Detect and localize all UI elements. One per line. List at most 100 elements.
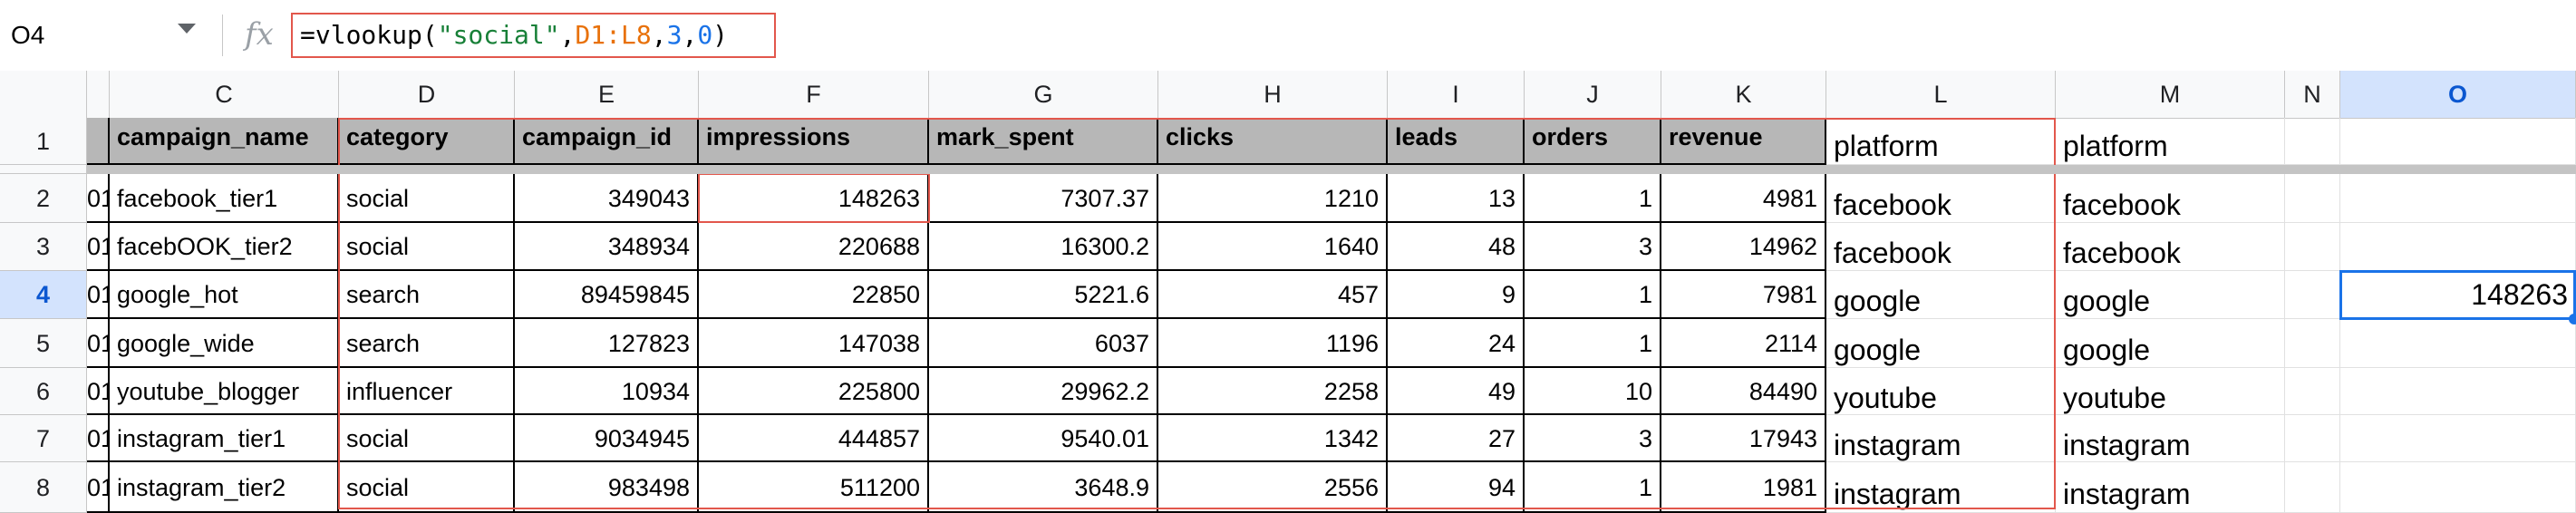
- header-cell-c[interactable]: campaign_name: [110, 118, 339, 165]
- cell-f4[interactable]: 22850: [699, 271, 929, 319]
- cell-n4[interactable]: [2285, 271, 2340, 319]
- cell-h4[interactable]: 457: [1158, 271, 1388, 319]
- fill-handle[interactable]: [2569, 314, 2576, 324]
- cell-l3[interactable]: facebook: [1826, 223, 2056, 271]
- cell-b-fragment[interactable]: 01: [87, 223, 110, 271]
- cell-e4[interactable]: 89459845: [515, 271, 699, 319]
- cell-n1[interactable]: [2285, 118, 2340, 165]
- column-header-h[interactable]: H: [1158, 71, 1388, 118]
- cell-k4[interactable]: 7981: [1661, 271, 1826, 319]
- cell-g2[interactable]: 7307.37: [929, 174, 1158, 223]
- cell-o7[interactable]: [2340, 415, 2576, 462]
- cell-e2[interactable]: 349043: [515, 174, 699, 223]
- cell-m5[interactable]: google: [2056, 319, 2285, 368]
- cell-j2[interactable]: 1: [1525, 174, 1661, 223]
- cell-i4[interactable]: 9: [1388, 271, 1525, 319]
- cell-d5[interactable]: search: [339, 319, 515, 368]
- header-cell-i[interactable]: leads: [1388, 118, 1525, 165]
- cell-e8[interactable]: 983498: [515, 462, 699, 513]
- cell-i6[interactable]: 49: [1388, 368, 1525, 415]
- cell-b-fragment[interactable]: 01: [87, 271, 110, 319]
- cell-n2[interactable]: [2285, 174, 2340, 223]
- cell-b1[interactable]: [87, 118, 110, 165]
- cell-m4[interactable]: google: [2056, 271, 2285, 319]
- row-header-8[interactable]: 8: [0, 462, 87, 513]
- cell-j7[interactable]: 3: [1525, 415, 1661, 462]
- cell-o3[interactable]: [2340, 223, 2576, 271]
- cell-h3[interactable]: 1640: [1158, 223, 1388, 271]
- cell-c8[interactable]: instagram_tier2: [110, 462, 339, 513]
- formula-input[interactable]: =vlookup("social",D1:L8,3,0): [291, 13, 776, 58]
- cell-k8[interactable]: 1981: [1661, 462, 1826, 513]
- column-header-n[interactable]: N: [2285, 71, 2340, 118]
- cell-e5[interactable]: 127823: [515, 319, 699, 368]
- cell-f6[interactable]: 225800: [699, 368, 929, 415]
- column-header-c[interactable]: C: [110, 71, 339, 118]
- cell-c4[interactable]: google_hot: [110, 271, 339, 319]
- row-header-7[interactable]: 7: [0, 415, 87, 462]
- name-box[interactable]: O4: [11, 21, 45, 49]
- header-cell-f[interactable]: impressions: [699, 118, 929, 165]
- cell-m7[interactable]: instagram: [2056, 415, 2285, 462]
- column-header-o[interactable]: O: [2340, 71, 2576, 118]
- cell-h5[interactable]: 1196: [1158, 319, 1388, 368]
- cell-l4[interactable]: google: [1826, 271, 2056, 319]
- select-all-corner[interactable]: [0, 71, 87, 118]
- row-header-1[interactable]: 1: [0, 118, 87, 165]
- cell-f3[interactable]: 220688: [699, 223, 929, 271]
- cell-o4[interactable]: 148263: [2340, 271, 2576, 319]
- header-cell-h[interactable]: clicks: [1158, 118, 1388, 165]
- chevron-down-icon[interactable]: [178, 24, 196, 34]
- cell-m6[interactable]: youtube: [2056, 368, 2285, 415]
- header-cell-e[interactable]: campaign_id: [515, 118, 699, 165]
- freeze-divider[interactable]: [87, 165, 2576, 174]
- cell-b-fragment[interactable]: 01: [87, 319, 110, 368]
- cell-e6[interactable]: 10934: [515, 368, 699, 415]
- cell-l2[interactable]: facebook: [1826, 174, 2056, 223]
- cell-n6[interactable]: [2285, 368, 2340, 415]
- cell-n8[interactable]: [2285, 462, 2340, 513]
- header-cell-j[interactable]: orders: [1525, 118, 1661, 165]
- cell-l5[interactable]: google: [1826, 319, 2056, 368]
- header-cell-d[interactable]: category: [339, 118, 515, 165]
- cell-k3[interactable]: 14962: [1661, 223, 1826, 271]
- cell-o2[interactable]: [2340, 174, 2576, 223]
- cell-l6[interactable]: youtube: [1826, 368, 2056, 415]
- row-header-4[interactable]: 4: [0, 271, 87, 319]
- cell-j4[interactable]: 1: [1525, 271, 1661, 319]
- cell-c5[interactable]: google_wide: [110, 319, 339, 368]
- cell-l8[interactable]: instagram: [1826, 462, 2056, 513]
- cell-o5[interactable]: [2340, 319, 2576, 368]
- cell-n3[interactable]: [2285, 223, 2340, 271]
- cell-k6[interactable]: 84490: [1661, 368, 1826, 415]
- cell-j6[interactable]: 10: [1525, 368, 1661, 415]
- cell-k2[interactable]: 4981: [1661, 174, 1826, 223]
- column-header-d[interactable]: D: [339, 71, 515, 118]
- cell-m2[interactable]: facebook: [2056, 174, 2285, 223]
- column-header-f[interactable]: F: [699, 71, 929, 118]
- cell-k5[interactable]: 2114: [1661, 319, 1826, 368]
- column-header-e[interactable]: E: [515, 71, 699, 118]
- cell-h6[interactable]: 2258: [1158, 368, 1388, 415]
- cell-j3[interactable]: 3: [1525, 223, 1661, 271]
- cell-d7[interactable]: social: [339, 415, 515, 462]
- column-header-i[interactable]: I: [1388, 71, 1525, 118]
- cell-o1[interactable]: [2340, 118, 2576, 165]
- column-header-g[interactable]: G: [929, 71, 1158, 118]
- header-cell-g[interactable]: mark_spent: [929, 118, 1158, 165]
- cell-c6[interactable]: youtube_blogger: [110, 368, 339, 415]
- cell-f8[interactable]: 511200: [699, 462, 929, 513]
- cell-b-fragment[interactable]: 01: [87, 174, 110, 223]
- cell-o8[interactable]: [2340, 462, 2576, 513]
- cell-i7[interactable]: 27: [1388, 415, 1525, 462]
- column-header-j[interactable]: J: [1525, 71, 1661, 118]
- cell-g5[interactable]: 6037: [929, 319, 1158, 368]
- header-cell-k[interactable]: revenue: [1661, 118, 1826, 165]
- cell-d4[interactable]: search: [339, 271, 515, 319]
- cell-i3[interactable]: 48: [1388, 223, 1525, 271]
- cell-b-fragment[interactable]: 01: [87, 462, 110, 513]
- cell-c7[interactable]: instagram_tier1: [110, 415, 339, 462]
- cell-h8[interactable]: 2556: [1158, 462, 1388, 513]
- cell-m8[interactable]: instagram: [2056, 462, 2285, 513]
- cell-o6[interactable]: [2340, 368, 2576, 415]
